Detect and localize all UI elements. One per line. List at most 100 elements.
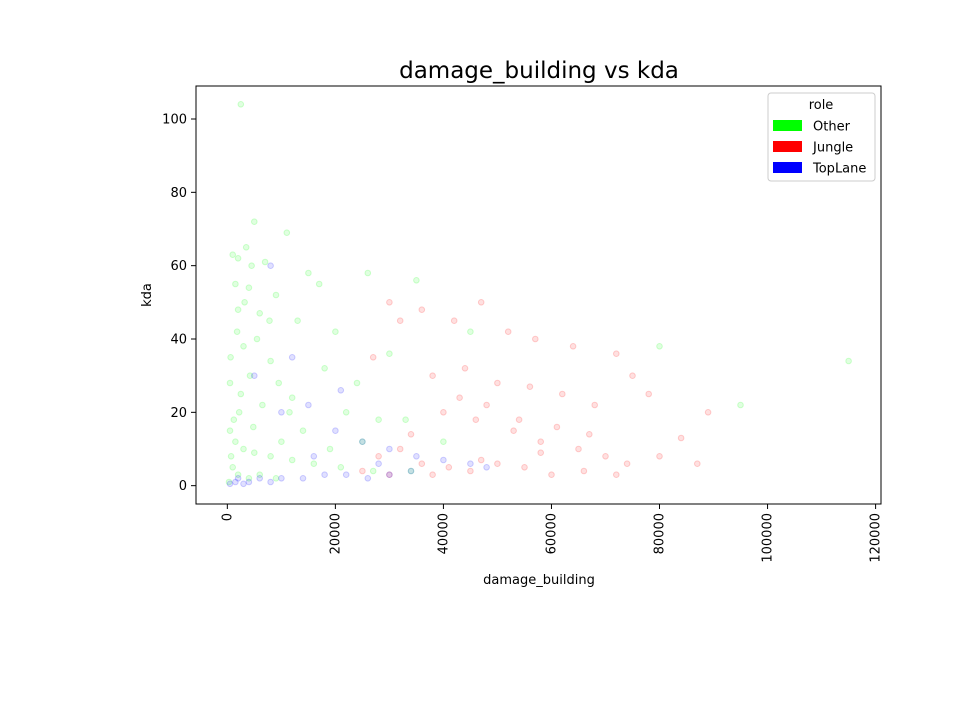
data-point	[553, 423, 561, 431]
data-point	[332, 328, 339, 336]
data-point	[288, 456, 296, 464]
data-point	[226, 427, 234, 435]
series-other	[225, 101, 852, 486]
data-point	[569, 343, 577, 350]
data-point	[342, 471, 350, 479]
y-tick-label: 100	[162, 113, 187, 128]
data-point	[386, 350, 393, 358]
data-point	[580, 467, 588, 475]
data-point	[240, 343, 247, 350]
y-axis-label: kda	[140, 283, 155, 307]
data-point	[537, 449, 545, 457]
data-point	[240, 445, 247, 453]
data-point	[310, 453, 318, 460]
x-tick-label: 40000	[436, 513, 451, 554]
data-point	[575, 445, 582, 453]
data-point	[278, 438, 285, 446]
data-point	[396, 317, 404, 325]
data-point	[256, 471, 264, 479]
x-axis-label: damage_building	[483, 573, 595, 588]
data-point	[504, 328, 512, 336]
legend-swatch	[773, 162, 802, 173]
data-point	[656, 453, 663, 460]
y-axis: 0 20 40 60 80 100	[162, 113, 196, 494]
y-tick-label: 80	[170, 186, 187, 201]
data-point	[483, 401, 490, 409]
data-point	[413, 453, 420, 460]
data-point	[548, 471, 555, 479]
data-point	[248, 262, 255, 270]
data-point	[402, 416, 409, 424]
legend-swatch	[773, 120, 802, 131]
data-point	[321, 365, 328, 372]
data-point	[315, 280, 323, 288]
data-point	[342, 409, 350, 416]
data-point	[229, 464, 236, 471]
data-point	[591, 401, 599, 409]
data-point	[259, 401, 266, 409]
legend-label: TopLane	[812, 162, 866, 177]
data-point	[694, 460, 701, 468]
data-point	[232, 478, 239, 486]
data-point	[337, 387, 345, 394]
data-point	[845, 357, 852, 365]
legend: role Other Jungle TopLane	[767, 92, 876, 182]
data-point	[267, 453, 274, 460]
data-point	[229, 251, 236, 258]
data-point	[305, 269, 312, 277]
data-point	[407, 467, 415, 475]
plot-frame	[195, 85, 882, 505]
data-point	[515, 416, 523, 424]
data-point	[429, 372, 436, 380]
legend-entries: Other Jungle TopLane	[773, 120, 866, 177]
data-point	[288, 394, 296, 402]
data-point	[359, 438, 366, 446]
data-point	[586, 431, 593, 438]
data-point	[278, 475, 285, 482]
data-point	[256, 475, 264, 482]
data-point	[267, 478, 274, 486]
data-point	[242, 244, 250, 251]
x-tick-label: 0	[220, 513, 235, 521]
data-point	[413, 277, 420, 284]
data-point	[456, 394, 463, 402]
data-point	[375, 453, 382, 460]
x-tick-label: 80000	[653, 513, 668, 554]
data-point	[267, 262, 274, 270]
data-point	[450, 317, 458, 325]
data-point	[602, 453, 609, 460]
data-point	[251, 449, 258, 457]
data-point	[337, 464, 345, 471]
data-point	[272, 291, 280, 299]
data-point	[321, 471, 328, 479]
data-point	[396, 445, 404, 453]
data-point	[305, 401, 312, 409]
data-point	[369, 354, 377, 361]
data-point	[429, 471, 436, 479]
legend-label: Jungle	[812, 141, 853, 156]
data-point	[235, 409, 243, 416]
data-point	[227, 453, 235, 460]
legend-box	[767, 92, 876, 182]
data-point	[234, 471, 242, 479]
data-point	[461, 365, 469, 372]
data-point	[299, 475, 307, 482]
data-point	[418, 306, 426, 314]
data-point	[526, 383, 534, 391]
data-point	[386, 445, 393, 453]
data-point	[445, 464, 453, 471]
points-layer	[225, 101, 852, 488]
data-point	[310, 460, 318, 468]
data-point	[656, 343, 663, 350]
data-point	[234, 306, 242, 314]
data-point	[677, 434, 685, 442]
data-point	[364, 269, 372, 277]
data-point	[245, 284, 253, 292]
data-point	[537, 438, 545, 446]
y-tick-label: 0	[179, 479, 187, 494]
y-tick-label: 60	[170, 259, 187, 274]
data-point	[245, 475, 253, 482]
data-point	[629, 372, 636, 380]
data-point	[440, 456, 447, 464]
